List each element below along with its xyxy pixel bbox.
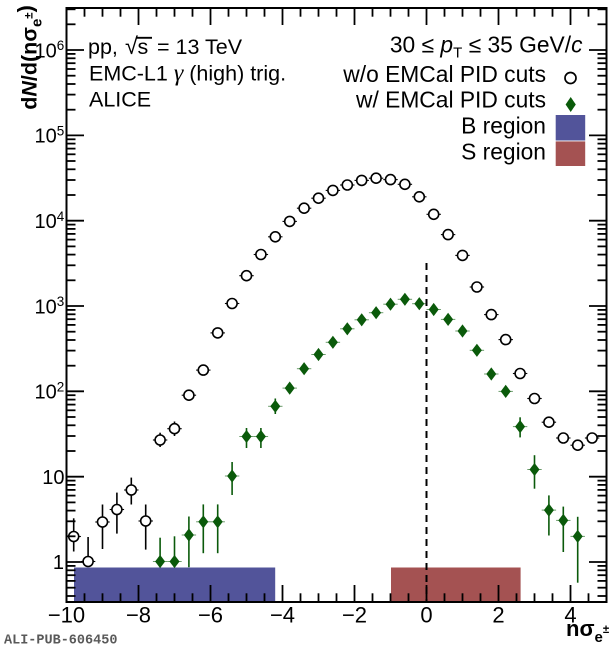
svg-text:−4: −4	[270, 603, 295, 628]
svg-text:30 ≤ pT ≤ 35 GeV/c: 30 ≤ pT ≤ 35 GeV/c	[390, 32, 583, 62]
svg-text:4: 4	[564, 603, 576, 628]
svg-text:ALICE: ALICE	[89, 88, 151, 112]
svg-text:−2: −2	[342, 603, 367, 628]
svg-text:EMC-L1 γ (high) trig.: EMC-L1 γ (high) trig.	[89, 61, 286, 87]
svg-text:B region: B region	[461, 113, 546, 139]
svg-text:−6: −6	[198, 603, 223, 628]
svg-text:= 13 TeV: = 13 TeV	[157, 35, 243, 59]
svg-text:−10: −10	[48, 603, 85, 628]
svg-text:w/o EMCal PID cuts: w/o EMCal PID cuts	[342, 61, 546, 87]
svg-text:√: √	[125, 33, 138, 59]
svg-text:s: s	[138, 35, 149, 59]
svg-text:1: 1	[53, 552, 64, 574]
svg-text:ALI-PUB-606450: ALI-PUB-606450	[4, 634, 117, 649]
svg-text:2: 2	[492, 603, 504, 628]
svg-text:S region: S region	[461, 139, 546, 165]
svg-text:10: 10	[42, 467, 64, 489]
svg-text:pp,: pp,	[88, 35, 118, 59]
svg-text:w/ EMCal PID cuts: w/ EMCal PID cuts	[355, 87, 546, 113]
svg-text:0: 0	[420, 603, 432, 628]
svg-text:−8: −8	[126, 603, 151, 628]
